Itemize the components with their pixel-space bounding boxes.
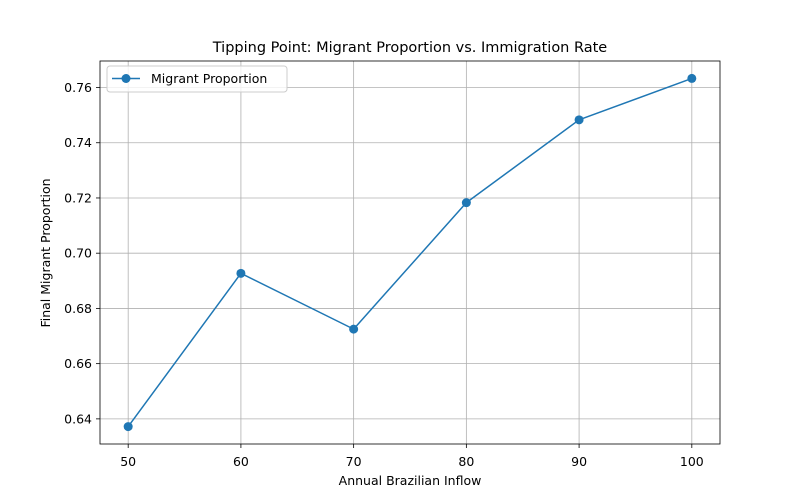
data-point bbox=[574, 115, 584, 125]
data-point bbox=[687, 73, 697, 83]
legend-label: Migrant Proportion bbox=[151, 71, 267, 86]
legend: Migrant Proportion bbox=[106, 65, 288, 93]
x-tick-labels: 50 60 70 80 90 100 bbox=[120, 454, 704, 469]
x-axis-label: Annual Brazilian Inflow bbox=[339, 473, 482, 488]
x-tick-label: 50 bbox=[120, 454, 136, 469]
x-tick-label: 60 bbox=[233, 454, 249, 469]
x-tick-label: 80 bbox=[458, 454, 474, 469]
data-point bbox=[236, 268, 246, 278]
y-tick-label: 0.72 bbox=[64, 190, 92, 205]
y-tick-label: 0.74 bbox=[64, 135, 92, 150]
y-tick-label: 0.70 bbox=[64, 246, 92, 261]
x-tick-label: 100 bbox=[680, 454, 704, 469]
tick-marks bbox=[96, 87, 693, 448]
y-tick-labels: 0.64 0.66 0.68 0.70 0.72 0.74 0.76 bbox=[64, 80, 92, 426]
x-tick-label: 90 bbox=[571, 454, 587, 469]
data-point bbox=[123, 422, 133, 432]
y-tick-label: 0.68 bbox=[64, 301, 92, 316]
y-tick-label: 0.76 bbox=[64, 80, 92, 95]
data-point bbox=[461, 198, 471, 208]
y-axis-label: Final Migrant Proportion bbox=[38, 178, 53, 327]
series-line bbox=[127, 77, 693, 428]
series-layer bbox=[123, 73, 697, 432]
legend-box bbox=[106, 65, 288, 93]
x-tick-label: 70 bbox=[346, 454, 362, 469]
data-point bbox=[349, 324, 359, 334]
y-tick-label: 0.64 bbox=[64, 411, 92, 426]
plot-frame bbox=[99, 60, 721, 445]
chart-title: Tipping Point: Migrant Proportion vs. Im… bbox=[212, 40, 608, 56]
legend-marker-swatch bbox=[121, 74, 131, 83]
y-tick-label: 0.66 bbox=[64, 356, 92, 371]
grid-lines bbox=[100, 61, 720, 444]
